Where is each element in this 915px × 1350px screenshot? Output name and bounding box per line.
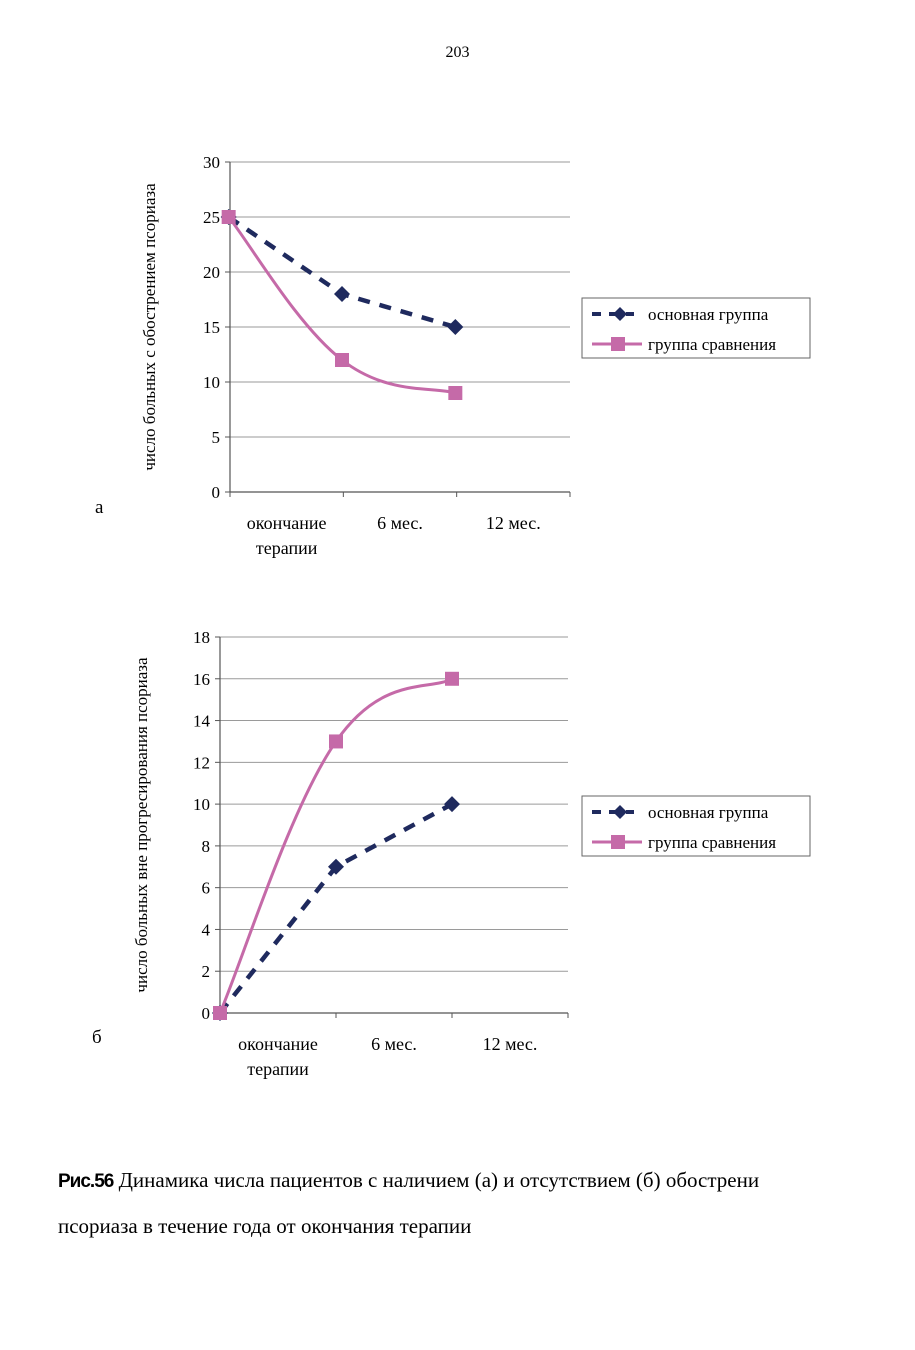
caption-line-2: псориаза в течение года от окончания тер… [58, 1214, 472, 1238]
data-point-main [444, 796, 460, 813]
panel-label: а [95, 497, 104, 518]
data-point-main [328, 858, 344, 875]
y-tick-label: 25 [203, 208, 220, 227]
series-line-comparison [218, 677, 453, 1014]
page-number: 203 [445, 44, 470, 61]
legend-entry: группа сравнения [648, 833, 776, 852]
y-tick-label: 0 [202, 1004, 211, 1023]
y-tick-label: 6 [202, 879, 211, 898]
figure-label: Рис.56 [58, 1171, 114, 1192]
y-tick-label: 4 [202, 920, 211, 939]
data-point-comparison [213, 1006, 227, 1020]
data-point-comparison [448, 386, 463, 400]
y-axis-label: число больных с обострением псориаза [140, 183, 159, 471]
data-point-comparison [335, 353, 349, 367]
legend-marker-square [611, 337, 625, 351]
legend-marker-diamond [613, 805, 627, 819]
data-point-main [447, 319, 464, 335]
y-tick-label: 20 [203, 263, 220, 282]
x-tick-label: окончание терапии [247, 513, 327, 558]
legend-entry: основная группа [648, 803, 769, 822]
y-tick-label: 0 [212, 483, 221, 502]
figure-caption: Рис.56 Динамика числа пациентов с наличи… [58, 1158, 908, 1248]
chart-a: 0 5 10 15 20 25 30 окончание терапии 6 мес. 12 мес… [95, 153, 811, 558]
y-tick-label: 10 [203, 373, 220, 392]
y-tick-label: 12 [193, 753, 210, 772]
y-axis-label: число больных вне прогресирования псориа… [132, 657, 151, 993]
caption-line-1: Динамика числа пациентов с наличием (а) … [118, 1168, 760, 1192]
data-point-comparison [445, 671, 459, 686]
y-tick-label: 14 [193, 712, 211, 731]
legend-marker-square [611, 835, 625, 849]
y-tick-label: 18 [193, 628, 210, 647]
y-tick-label: 16 [193, 670, 210, 689]
x-tick-label: 12 мес. [486, 513, 541, 533]
data-point-comparison [329, 734, 343, 749]
data-point-comparison [221, 210, 236, 224]
y-tick-label: 5 [212, 428, 221, 447]
y-tick-label: 8 [202, 837, 211, 856]
legend-marker-diamond [613, 307, 627, 321]
chart-b: 0 2 4 6 8 10 12 14 16 18 окончание терапии 6 мес. 12 … [92, 628, 811, 1079]
x-tick-label: окончание терапии [238, 1034, 318, 1079]
y-tick-label: 15 [203, 318, 220, 337]
series-line-main [218, 802, 454, 1015]
y-tick-label: 30 [203, 153, 220, 172]
legend: основная группа группа сравнения [581, 795, 811, 857]
y-tick-label: 2 [202, 962, 211, 981]
x-tick-label: 6 мес. [371, 1034, 417, 1054]
panel-label: б [92, 1027, 102, 1048]
y-tick-label: 10 [193, 795, 210, 814]
x-tick-label: 6 мес. [377, 513, 423, 533]
legend-entry: группа сравнения [648, 335, 776, 354]
legend-entry: основная группа [648, 305, 769, 324]
x-tick-label: 12 мес. [483, 1034, 538, 1054]
data-point-main [334, 286, 350, 302]
legend: основная группа группа сравнения [581, 297, 811, 359]
